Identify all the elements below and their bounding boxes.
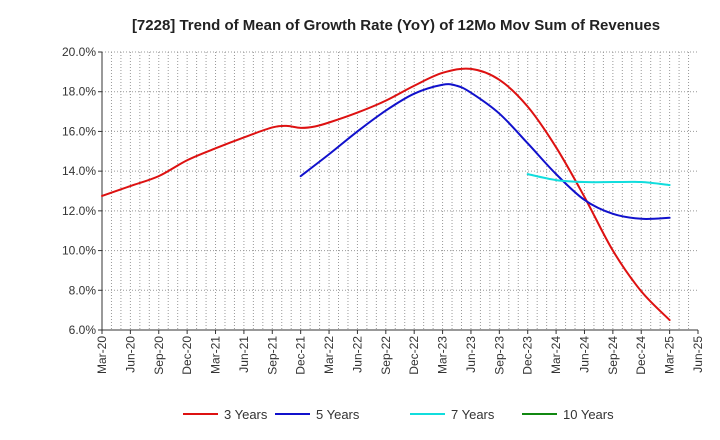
x-tick-label: Jun-25 — [691, 336, 705, 373]
legend-item-7-years: 7 Years — [410, 407, 495, 422]
x-tick-label: Jun-21 — [237, 336, 251, 373]
y-tick-label: 18.0% — [62, 85, 96, 99]
x-tick-label: Dec-24 — [634, 336, 648, 375]
legend-label: 10 Years — [563, 407, 614, 422]
x-tick-label: Jun-24 — [577, 336, 591, 373]
x-tick-label: Sep-21 — [265, 336, 279, 375]
x-tick-label: Dec-22 — [407, 336, 421, 375]
plot-lines — [101, 67, 671, 322]
x-tick-label: Jun-22 — [350, 336, 364, 373]
y-tick-label: 14.0% — [62, 164, 96, 178]
x-tick-label: Mar-24 — [549, 336, 563, 374]
legend-item-5-years: 5 Years — [275, 407, 360, 422]
y-tick-label: 12.0% — [62, 204, 96, 218]
y-tick-label: 6.0% — [69, 323, 97, 337]
x-tick-label: Mar-22 — [322, 336, 336, 374]
legend-label: 3 Years — [224, 407, 268, 422]
y-tick-label: 16.0% — [62, 124, 96, 138]
y-tick-label: 10.0% — [62, 244, 96, 258]
x-tick-label: Mar-23 — [436, 336, 450, 374]
legend-label: 7 Years — [451, 407, 495, 422]
x-tick-label: Mar-20 — [95, 336, 109, 374]
x-tick-label: Sep-20 — [152, 336, 166, 375]
legend-item-3-years: 3 Years — [183, 407, 268, 422]
plot-area — [102, 52, 698, 330]
chart-title: [7228] Trend of Mean of Growth Rate (YoY… — [132, 17, 660, 34]
grid — [101, 51, 698, 331]
series-line-3-years — [101, 67, 671, 322]
x-tick-label: Mar-21 — [209, 336, 223, 374]
y-tick-label: 20.0% — [62, 45, 96, 59]
x-tick-label: Mar-25 — [663, 336, 677, 374]
x-tick-label: Dec-21 — [294, 336, 308, 375]
x-tick-label: Dec-20 — [180, 336, 194, 375]
x-tick-label: Sep-22 — [379, 336, 393, 375]
series-line-5-years — [299, 83, 671, 220]
x-tick-label: Jun-23 — [464, 336, 478, 373]
x-axis: Mar-20 Jun-20 Sep-20 Dec-20 Mar-21 Jun-21 Sep-… — [95, 330, 705, 375]
y-tick-label: 8.0% — [69, 283, 97, 297]
y-axis: 6.0% 8.0% 10.0% 12.0% 14.0% 16.0% 18.0% 20.0% — [62, 45, 102, 337]
x-tick-label: Sep-24 — [606, 336, 620, 375]
legend-label: 5 Years — [316, 407, 360, 422]
series-line-7-years — [526, 173, 671, 187]
x-tick-label: Jun-20 — [123, 336, 137, 373]
legend: 3 Years 5 Years 7 Years 10 Years — [183, 407, 614, 422]
x-tick-label: Sep-23 — [492, 336, 506, 375]
x-tick-label: Dec-23 — [521, 336, 535, 375]
legend-item-10-years: 10 Years — [522, 407, 614, 422]
